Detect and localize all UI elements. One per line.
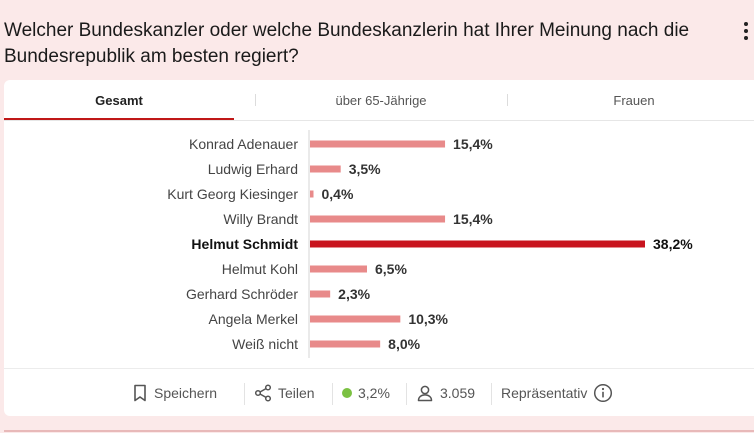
respondents: 3.059 — [416, 369, 475, 417]
tab-bar: Gesamt über 65-Jährige Frauen — [4, 80, 754, 121]
value-label: 8,0% — [388, 336, 420, 352]
representative-info[interactable]: Repräsentativ — [501, 369, 613, 417]
bar — [310, 191, 314, 198]
bar — [310, 266, 367, 273]
value-label: 15,4% — [453, 211, 493, 227]
margin-of-error-value: 3,2% — [358, 385, 390, 401]
footer-divider — [491, 383, 492, 405]
category-label: Gerhard Schröder — [186, 286, 298, 302]
value-label: 10,3% — [408, 311, 448, 327]
save-label: Speichern — [154, 385, 217, 401]
category-label: Weiß nicht — [232, 336, 298, 352]
bar — [310, 291, 330, 298]
value-label: 3,5% — [349, 161, 381, 177]
respondents-count: 3.059 — [440, 385, 475, 401]
category-label: Ludwig Erhard — [208, 161, 298, 177]
footer-divider — [406, 383, 407, 405]
bar — [310, 241, 645, 248]
share-button[interactable]: Teilen — [254, 369, 315, 417]
value-label: 15,4% — [453, 136, 493, 152]
value-label: 38,2% — [653, 236, 693, 252]
category-label: Kurt Georg Kiesinger — [167, 186, 298, 202]
category-label: Konrad Adenauer — [189, 136, 298, 152]
bar — [310, 316, 400, 323]
question-title: Welcher Bundeskanzler oder welche Bundes… — [4, 18, 704, 70]
share-label: Teilen — [278, 385, 315, 401]
bookmark-icon — [132, 384, 148, 402]
tab-ueber-65[interactable]: über 65-Jährige — [256, 80, 506, 120]
more-options-icon[interactable] — [738, 20, 754, 42]
status-dot-icon — [342, 388, 352, 398]
tab-frauen[interactable]: Frauen — [508, 80, 754, 120]
category-label: Angela Merkel — [209, 311, 299, 327]
bar — [310, 166, 341, 173]
value-label: 6,5% — [375, 261, 407, 277]
footer-divider — [244, 383, 245, 405]
value-label: 2,3% — [338, 286, 370, 302]
tab-gesamt[interactable]: Gesamt — [4, 80, 234, 120]
representative-label: Repräsentativ — [501, 385, 587, 401]
footer-divider — [332, 383, 333, 405]
margin-of-error: 3,2% — [342, 369, 390, 417]
category-label: Helmut Kohl — [222, 261, 298, 277]
bar-chart: Konrad Adenauer 15,4% Ludwig Erhard 3,5% Kur… — [4, 120, 754, 365]
value-label: 0,4% — [322, 186, 354, 202]
footer-bar: Speichern Teilen 3,2% 3.059 — [4, 368, 754, 417]
save-button[interactable]: Speichern — [132, 369, 217, 417]
bar — [310, 216, 445, 223]
bar — [310, 141, 445, 148]
user-icon — [416, 384, 434, 402]
category-label: Willy Brandt — [223, 211, 298, 227]
info-icon — [593, 383, 613, 403]
bottom-divider — [4, 430, 754, 432]
poll-card: Gesamt über 65-Jährige Frauen Konrad Ade… — [4, 80, 754, 416]
share-icon — [254, 384, 272, 402]
category-label: Helmut Schmidt — [191, 236, 298, 252]
bar — [310, 341, 380, 348]
